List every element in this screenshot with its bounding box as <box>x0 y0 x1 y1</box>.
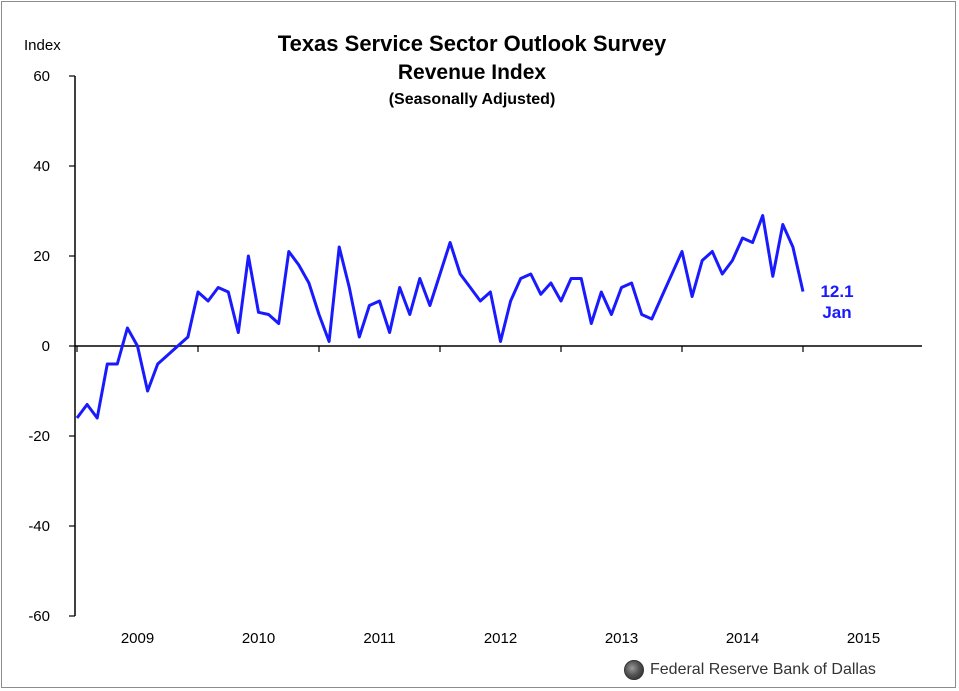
y-tick-label: -20 <box>28 428 50 445</box>
last-value-label: 12.1 <box>820 282 853 301</box>
chart-subtitle-2: (Seasonally Adjusted) <box>389 91 556 108</box>
x-tick-label: 2015 <box>847 630 880 647</box>
source-credit: Federal Reserve Bank of Dallas <box>624 658 876 682</box>
axes <box>69 75 922 617</box>
x-tick-label: 2014 <box>726 630 759 647</box>
y-tick-labels: 60 40 20 0 -20 -40 -60 <box>28 68 50 625</box>
series-group <box>75 214 805 420</box>
x-tick-label: 2009 <box>121 630 154 647</box>
y-tick-label: 20 <box>33 248 50 265</box>
y-axis-label: Index <box>24 37 61 54</box>
x-tick-label: 2013 <box>605 630 638 647</box>
source-text: Federal Reserve Bank of Dallas <box>650 661 876 678</box>
seal-icon <box>624 660 644 680</box>
y-tick-label: -60 <box>28 608 50 625</box>
x-tick-labels: 2009 2010 2011 2012 2013 2014 2015 <box>121 630 880 647</box>
x-tick-label: 2011 <box>363 630 395 647</box>
last-month-label: Jan <box>822 303 851 322</box>
x-tick-label: 2010 <box>242 630 275 647</box>
x-tick-label: 2012 <box>484 630 517 647</box>
y-tick-label: -40 <box>28 518 50 535</box>
chart-title: Texas Service Sector Outlook Survey <box>278 31 667 56</box>
y-tick-label: 40 <box>33 158 50 175</box>
chart-subtitle: Revenue Index <box>398 61 547 84</box>
series-line <box>75 214 805 420</box>
y-tick-label: 0 <box>42 338 50 355</box>
y-tick-label: 60 <box>33 68 50 85</box>
